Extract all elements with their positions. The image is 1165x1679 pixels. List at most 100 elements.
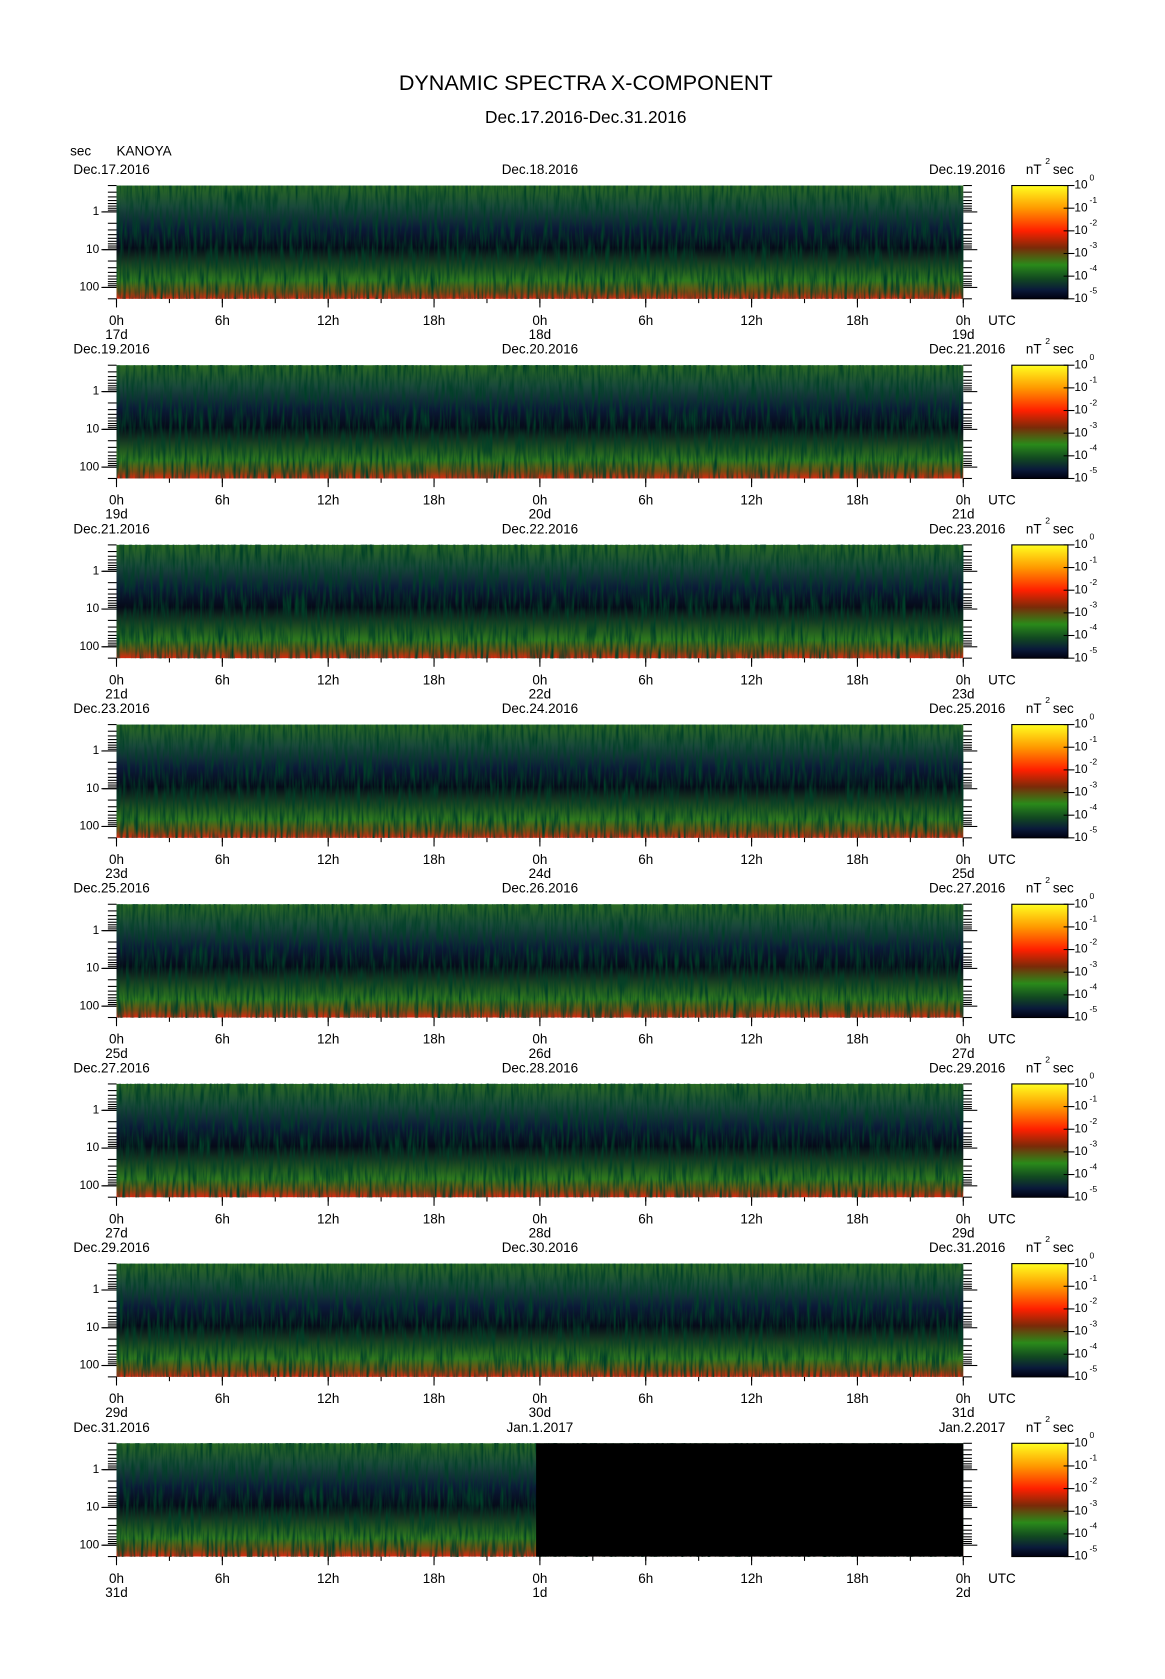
colorbar-tick-exponent: -3 bbox=[1089, 420, 1097, 430]
y-tick-label: 10 bbox=[86, 1500, 100, 1514]
colorbar-unit-suffix: sec bbox=[1053, 1240, 1074, 1255]
x-tick-label: 0h bbox=[956, 1032, 971, 1047]
x-tick-label: 0h bbox=[109, 1211, 124, 1226]
colorbar-tick-exponent: -3 bbox=[1089, 600, 1097, 610]
day-label: 23d bbox=[952, 686, 974, 701]
colorbar-tick-base: 10 bbox=[1074, 403, 1088, 417]
x-tick-label: 6h bbox=[215, 1391, 230, 1406]
colorbar-tick-exponent: -2 bbox=[1089, 757, 1097, 767]
colorbar-tick-exponent: -5 bbox=[1089, 645, 1097, 655]
spectrogram-texture bbox=[116, 1263, 964, 1377]
x-tick-label: 12h bbox=[740, 852, 762, 867]
end-date: Dec.29.2016 bbox=[929, 1060, 1005, 1075]
colorbar-tick-exponent: 0 bbox=[1089, 1430, 1094, 1440]
colorbar-tick-base: 10 bbox=[1074, 448, 1088, 462]
x-tick-label: 0h bbox=[956, 852, 971, 867]
x-tick-label: 0h bbox=[532, 313, 547, 328]
mid-date: Dec.26.2016 bbox=[502, 881, 578, 896]
colorbar-tick-exponent: -2 bbox=[1089, 397, 1097, 407]
end-date: Dec.31.2016 bbox=[929, 1240, 1005, 1255]
colorbar-unit: nT bbox=[1026, 521, 1042, 536]
colorbar-tick-base: 10 bbox=[1074, 1346, 1088, 1360]
x-unit: UTC bbox=[988, 1211, 1016, 1226]
colorbar-tick-base: 10 bbox=[1074, 268, 1088, 282]
station: KANOYA bbox=[117, 144, 172, 159]
day-label: 23d bbox=[105, 866, 127, 881]
colorbar-unit-power: 2 bbox=[1045, 1054, 1050, 1064]
x-tick-label: 0h bbox=[532, 1571, 547, 1586]
day-label: 22d bbox=[529, 686, 551, 701]
x-tick-label: 0h bbox=[109, 1391, 124, 1406]
y-tick-label: 1 bbox=[93, 1282, 100, 1296]
colorbar-tick-exponent: -2 bbox=[1089, 1116, 1097, 1126]
x-tick-label: 12h bbox=[740, 1571, 762, 1586]
x-tick-label: 6h bbox=[638, 1032, 653, 1047]
colorbar-tick-exponent: -5 bbox=[1089, 1543, 1097, 1553]
y-tick-label: 1 bbox=[93, 384, 100, 398]
x-unit: UTC bbox=[988, 1391, 1016, 1406]
x-tick-label: 0h bbox=[956, 672, 971, 687]
colorbar-tick-exponent: -2 bbox=[1089, 218, 1097, 228]
colorbar-tick-exponent: 0 bbox=[1089, 172, 1094, 182]
colorbar-tick-base: 10 bbox=[1074, 1099, 1088, 1113]
x-tick-label: 6h bbox=[638, 313, 653, 328]
colorbar bbox=[1011, 544, 1069, 659]
x-tick-label: 12h bbox=[317, 1571, 339, 1586]
y-tick-label: 100 bbox=[79, 1537, 99, 1551]
start-date: Dec.29.2016 bbox=[73, 1240, 149, 1255]
colorbar-tick-exponent: 0 bbox=[1089, 891, 1094, 901]
colorbar-tick-exponent: 0 bbox=[1089, 532, 1094, 542]
colorbar-tick-exponent: -2 bbox=[1089, 1475, 1097, 1485]
colorbar bbox=[1011, 184, 1069, 300]
colorbar-tick-base: 10 bbox=[1074, 380, 1088, 394]
x-tick-label: 12h bbox=[740, 313, 762, 328]
spectrogram-texture bbox=[116, 904, 964, 1018]
colorbar-tick-base: 10 bbox=[1074, 291, 1088, 305]
colorbar-tick-base: 10 bbox=[1074, 964, 1088, 978]
day-label: 1d bbox=[532, 1585, 547, 1600]
x-tick-label: 6h bbox=[638, 852, 653, 867]
end-date: Dec.21.2016 bbox=[929, 342, 1005, 357]
x-tick-label: 18h bbox=[846, 493, 868, 508]
colorbar-unit-power: 2 bbox=[1045, 1414, 1050, 1424]
x-tick-label: 12h bbox=[317, 313, 339, 328]
x-tick-label: 6h bbox=[215, 313, 230, 328]
y-tick-label: 10 bbox=[86, 1320, 100, 1334]
colorbar-tick-exponent: -1 bbox=[1089, 1093, 1097, 1103]
day-label: 27d bbox=[952, 1046, 974, 1061]
colorbar-tick-base: 10 bbox=[1074, 1503, 1088, 1517]
day-label: 31d bbox=[952, 1405, 974, 1420]
colorbar-tick-exponent: -5 bbox=[1089, 286, 1097, 296]
day-label: 27d bbox=[105, 1225, 127, 1240]
colorbar-tick-base: 10 bbox=[1074, 246, 1088, 260]
y-tick-label: 10 bbox=[86, 242, 100, 256]
start-date: Dec.25.2016 bbox=[73, 881, 149, 896]
y-tick-label: 1 bbox=[93, 1102, 100, 1116]
start-date: Dec.31.2016 bbox=[73, 1420, 149, 1435]
x-tick-label: 18h bbox=[423, 852, 445, 867]
colorbar-tick-base: 10 bbox=[1074, 919, 1088, 933]
colorbar-tick-base: 10 bbox=[1074, 1435, 1088, 1449]
day-label: 28d bbox=[529, 1225, 551, 1240]
x-tick-label: 12h bbox=[740, 1211, 762, 1226]
colorbar-tick-exponent: 0 bbox=[1089, 711, 1094, 721]
colorbar-tick-base: 10 bbox=[1074, 785, 1088, 799]
spectrogram-texture bbox=[116, 185, 964, 299]
x-tick-label: 6h bbox=[638, 1211, 653, 1226]
x-tick-label: 0h bbox=[532, 1211, 547, 1226]
day-label: 17d bbox=[105, 327, 127, 342]
y-tick-label: 10 bbox=[86, 601, 100, 615]
y-tick-label: 1 bbox=[93, 1462, 100, 1476]
colorbar bbox=[1011, 1263, 1069, 1378]
colorbar-tick-base: 10 bbox=[1074, 1369, 1088, 1383]
colorbar-tick-base: 10 bbox=[1074, 830, 1088, 844]
colorbar-tick-base: 10 bbox=[1074, 717, 1088, 731]
colorbar-tick-base: 10 bbox=[1074, 1189, 1088, 1203]
x-unit: UTC bbox=[988, 1032, 1016, 1047]
x-tick-label: 18h bbox=[423, 1032, 445, 1047]
day-label: 20d bbox=[529, 507, 551, 522]
x-tick-label: 18h bbox=[846, 1571, 868, 1586]
spectrogram-texture bbox=[116, 365, 964, 479]
colorbar-tick-exponent: -5 bbox=[1089, 825, 1097, 835]
colorbar-unit-power: 2 bbox=[1045, 336, 1050, 346]
